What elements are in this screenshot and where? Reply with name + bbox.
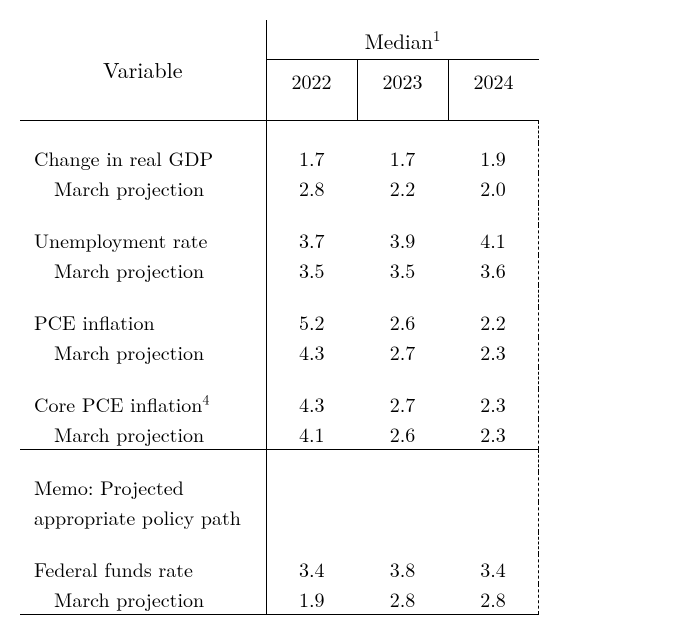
cell-value: 3.8 [357, 554, 448, 584]
cell-value: 2.6 [357, 307, 448, 337]
row-label: March projection [20, 255, 266, 285]
cell-value: 2.6 [357, 419, 448, 450]
cell-value: 3.6 [448, 255, 539, 285]
cell-value: 3.5 [357, 255, 448, 285]
cell-value: 5.2 [266, 307, 357, 337]
memo-label: Memo: Projected [20, 472, 266, 502]
cell-value: 2.0 [448, 173, 539, 203]
cell-value: 2.7 [357, 389, 448, 419]
cell-value: 4.3 [266, 389, 357, 419]
header-year: 2024 [448, 60, 539, 121]
header-year: 2023 [357, 60, 448, 121]
cell-value: 2.8 [266, 173, 357, 203]
row-label: Core PCE inflation4 [20, 389, 266, 419]
row-label: PCE inflation [20, 307, 266, 337]
cell-value: 2.2 [448, 307, 539, 337]
cell-value: 4.3 [266, 337, 357, 367]
cell-value: 3.5 [266, 255, 357, 285]
memo-label: appropriate policy path [20, 502, 266, 532]
cell-value: 3.9 [357, 225, 448, 255]
cell-value: 2.3 [448, 419, 539, 450]
cell-value: 2.8 [448, 584, 539, 615]
projections-table: VariableMedian1202220232024 Change in re… [20, 20, 539, 615]
row-label: March projection [20, 584, 266, 615]
cell-value: 2.3 [448, 389, 539, 419]
row-label: March projection [20, 337, 266, 367]
row-label: Unemployment rate [20, 225, 266, 255]
header-median: Median1 [266, 20, 539, 60]
row-label: Change in real GDP [20, 143, 266, 173]
cell-value: 2.7 [357, 337, 448, 367]
row-label: March projection [20, 419, 266, 450]
cell-value: 3.4 [266, 554, 357, 584]
cell-value: 2.8 [357, 584, 448, 615]
cell-value: 2.2 [357, 173, 448, 203]
cell-value: 1.9 [448, 143, 539, 173]
cell-value: 3.4 [448, 554, 539, 584]
cell-value: 1.9 [266, 584, 357, 615]
cell-value: 1.7 [357, 143, 448, 173]
cell-value: 2.3 [448, 337, 539, 367]
cell-value: 1.7 [266, 143, 357, 173]
cell-value: 4.1 [266, 419, 357, 450]
cell-value: 3.7 [266, 225, 357, 255]
header-year: 2022 [266, 60, 357, 121]
row-label: Federal funds rate [20, 554, 266, 584]
row-label: March projection [20, 173, 266, 203]
cell-value: 4.1 [448, 225, 539, 255]
header-variable: Variable [20, 20, 266, 121]
